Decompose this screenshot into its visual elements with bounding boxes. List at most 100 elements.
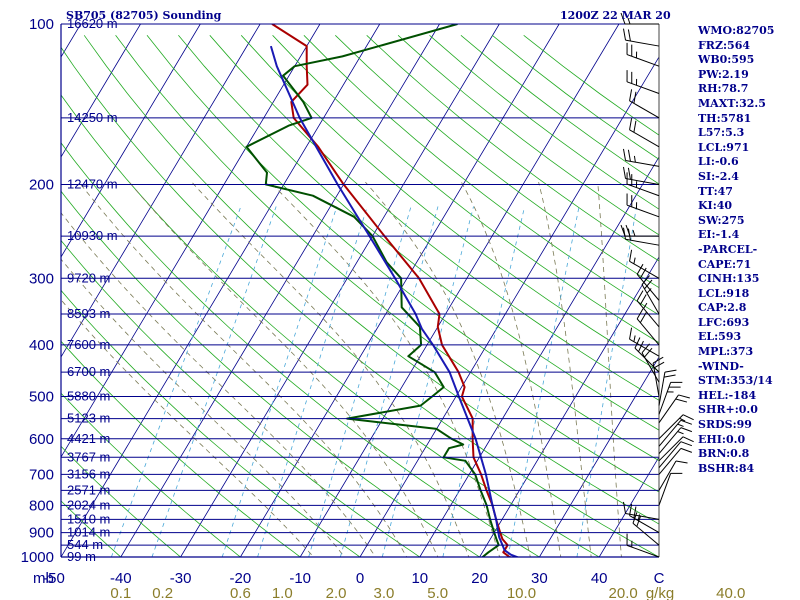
height-label: 544 m [67, 537, 103, 552]
stat-line: WMO:82705 [698, 24, 775, 37]
mixing-ratio-line [381, 206, 474, 557]
stat-line: EHI:0.0 [698, 432, 746, 446]
temperature-tick-label: -30 [170, 570, 192, 587]
sounding-time: 1200Z 22 MAR 20 [560, 9, 671, 22]
height-label: 2571 m [67, 482, 110, 497]
pressure-unit-label: mb [33, 570, 54, 587]
wind-barb [636, 290, 660, 328]
stat-line: LI:-0.6 [698, 155, 739, 169]
temperature-tick-label: 10 [411, 570, 428, 587]
dry-adiabat-line [272, 35, 659, 344]
isotherm-line [61, 24, 261, 358]
stat-line: LCL:918 [698, 286, 750, 300]
stat-line: KI:40 [698, 199, 733, 213]
wind-barb [629, 89, 660, 119]
mixing-ratio-line [442, 206, 526, 557]
stat-line: RH:78.7 [698, 82, 749, 96]
moist-adiabat-line [538, 182, 592, 557]
height-label: 10930 m [67, 228, 118, 243]
moist-adiabat-line [191, 181, 470, 557]
isotherm-line [598, 456, 659, 557]
pressure-tick-label: 500 [29, 389, 54, 406]
pressure-tick-label: 900 [29, 525, 54, 542]
height-label: 5880 m [67, 389, 110, 404]
moist-adiabat-line [365, 181, 531, 557]
moist-adiabat-line [597, 182, 622, 557]
height-label: 12470 m [67, 176, 118, 191]
mixing-ratio-line [507, 206, 580, 557]
stat-line: BRN:0.8 [698, 447, 750, 461]
mixing-ratio-line [576, 206, 637, 557]
wind-barb [620, 12, 659, 25]
wind-barb [622, 166, 660, 185]
stat-line: TH:5781 [698, 111, 752, 125]
dry-adiabat-line [83, 35, 659, 525]
isotherm-line [299, 24, 620, 557]
dry-adiabat-line [61, 445, 182, 557]
pressure-tick-label: 700 [29, 466, 54, 483]
stat-line: SHR+:0.0 [698, 403, 758, 417]
wind-barb [622, 28, 660, 47]
stat-line: -WIND- [698, 359, 744, 373]
height-label: 2024 m [67, 497, 110, 512]
stat-line: SRDS:99 [698, 418, 752, 432]
dry-adiabat-line [61, 94, 600, 557]
wind-barb [622, 148, 660, 167]
dry-adiabat-line [61, 190, 481, 557]
moist-adiabat-line [128, 181, 439, 557]
mixing-ratio-line [308, 206, 412, 557]
stat-line: FRZ:564 [698, 38, 751, 52]
stat-line: WB0:595 [698, 53, 755, 67]
mixing-ratio-label: 0.6 [230, 585, 251, 600]
isotherm-line [0, 24, 21, 557]
pressure-tick-label: 400 [29, 337, 54, 354]
wind-barb [629, 249, 660, 279]
wind-barb [658, 369, 677, 406]
wind-barb [658, 441, 693, 469]
wind-barb [641, 275, 660, 315]
height-label: 14250 m [67, 110, 118, 125]
wind-barb [658, 419, 693, 447]
isotherm-line [61, 24, 381, 557]
mixing-ratio-label: 10.0 [507, 585, 536, 600]
height-label: 16620 m [67, 16, 118, 31]
stat-line: MAXT:32.5 [698, 96, 766, 110]
moist-adiabat-line [61, 299, 315, 557]
mixing-ratio-line [151, 206, 277, 557]
mixing-ratio-label: 0.2 [152, 585, 173, 600]
stat-line: PW:2.19 [698, 67, 749, 81]
mixing-ratio-line [339, 206, 439, 557]
wind-barb [658, 460, 688, 491]
wind-barb [658, 472, 683, 506]
dry-adiabat-line [335, 35, 659, 289]
wind-barb [626, 533, 660, 558]
wind-barb [636, 308, 660, 346]
height-label: 9720 m [67, 270, 110, 285]
stat-line: LCL:971 [698, 140, 750, 154]
stat-line: SI:-2.4 [698, 169, 739, 183]
height-label: 1510 m [67, 511, 110, 526]
temperature-tick-label: 20 [471, 570, 488, 587]
plot-frame [60, 23, 660, 558]
temperature-tick-label: 40 [591, 570, 608, 587]
height-label: 7600 m [67, 337, 110, 352]
stat-line: SW:275 [698, 213, 745, 227]
dry-adiabat-line [366, 35, 659, 262]
wind-barb [629, 118, 660, 148]
stat-line: CINH:135 [698, 272, 760, 286]
moist-adiabat-line [61, 212, 377, 557]
stat-line: L57:5.3 [698, 126, 745, 140]
height-label: 3767 m [67, 449, 110, 464]
isotherm-line [359, 56, 659, 557]
height-label: 1014 m [67, 525, 110, 540]
stat-line: EI:-1.4 [698, 228, 740, 242]
dry-adiabat-line [61, 392, 242, 557]
temperature-tick-label: C [654, 570, 665, 587]
wind-barb [658, 436, 694, 462]
temperature-line [271, 24, 514, 557]
stat-line: MPL:373 [698, 345, 754, 359]
stat-line: HEL:-184 [698, 388, 757, 402]
wind-barb [626, 42, 660, 67]
moist-adiabat-line [78, 181, 408, 557]
